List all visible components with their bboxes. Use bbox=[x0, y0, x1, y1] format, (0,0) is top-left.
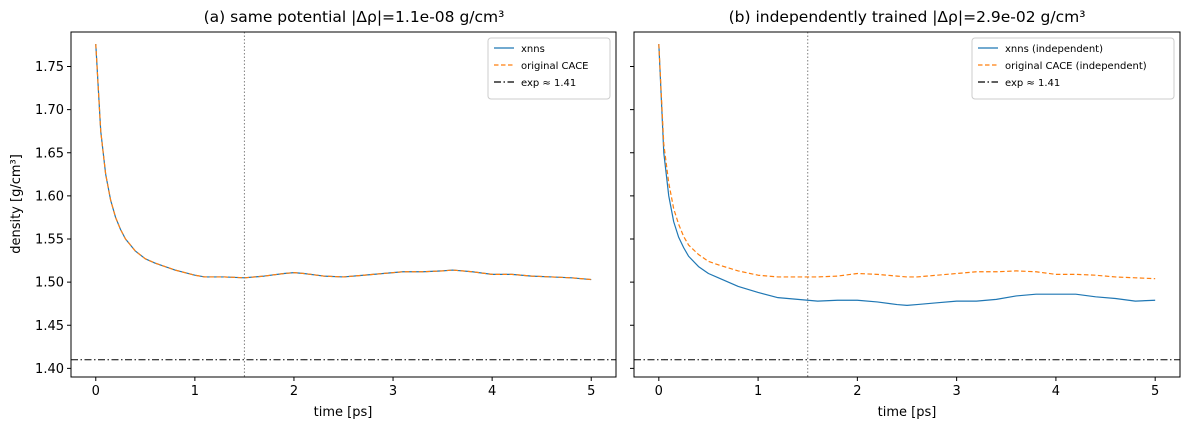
panel-b-series-original-cace-independent bbox=[658, 44, 1156, 280]
panel-b-xlabel: time [ps] bbox=[878, 405, 937, 420]
panel-a-series-group bbox=[71, 44, 616, 361]
panel-b-series-group bbox=[634, 44, 1180, 361]
panel-b-legend-box bbox=[971, 37, 1175, 100]
panel-b-legend: xnns (independent) original CACE (indepen… bbox=[971, 37, 1175, 100]
panel-b-plot: 0 1 2 3 4 5 xnns (independent) original CACE (i… bbox=[630, 31, 1181, 399]
panel-a-ytick-label: 1.55 bbox=[35, 233, 64, 248]
panel-b-legend-label: original CACE (independent) bbox=[1005, 61, 1147, 72]
panel-a-xtick-label: 3 bbox=[389, 384, 397, 399]
panel-a-legend-label: exp ≈ 1.41 bbox=[521, 78, 576, 89]
panel-b-legend-label: xnns (independent) bbox=[1005, 44, 1103, 55]
panel-a-plot: 0 1 2 3 4 5 1.40 1.45 1.50 1.55 1.60 1.65 1.70 1.75 xn… bbox=[35, 31, 617, 399]
panel-a-legend-label: xnns bbox=[521, 44, 545, 55]
panel-b-xtick-label: 4 bbox=[1052, 384, 1060, 399]
panel-b-xtick-label: 3 bbox=[952, 384, 960, 399]
panel-a-title: (a) same potential |Δρ|=1.1e-08 g/cm³ bbox=[204, 8, 505, 26]
panel-a-legend-label: original CACE bbox=[521, 61, 589, 72]
panel-b-frame bbox=[633, 31, 1181, 378]
panel-a-ytick-label: 1.65 bbox=[35, 146, 64, 161]
panel-b-xtick-label: 0 bbox=[655, 384, 663, 399]
panel-a-legend: xnns original CACE exp ≈ 1.41 bbox=[487, 37, 611, 100]
panel-a-legend-box bbox=[487, 37, 611, 100]
panel-a-ytick-label: 1.45 bbox=[35, 319, 64, 334]
panel-a-frame bbox=[70, 31, 617, 378]
panel-a-xtick-label: 1 bbox=[191, 384, 199, 399]
panel-b-series-xnns-independent bbox=[658, 44, 1156, 307]
panel-a-xtick-label: 2 bbox=[290, 384, 298, 399]
panel-a-ytick-label: 1.75 bbox=[35, 60, 64, 75]
panel-b-xtick-label: 1 bbox=[754, 384, 762, 399]
panel-a-ylabel: density [g/cm³] bbox=[9, 154, 24, 254]
panel-a-ytick-label: 1.60 bbox=[35, 189, 64, 204]
panel-b-xtick-label: 5 bbox=[1151, 384, 1159, 399]
panel-a-xtick-label: 5 bbox=[587, 384, 595, 399]
panel-a-ytick-label: 1.70 bbox=[35, 103, 64, 118]
panel-a-series-original-cace bbox=[95, 44, 592, 281]
panel-a-ytick-label: 1.50 bbox=[35, 276, 64, 291]
panel-b-xtick-label: 2 bbox=[853, 384, 861, 399]
panel-b: (b) independently trained |Δρ|=2.9e-02 g… bbox=[630, 8, 1181, 420]
panel-a-xlabel: time [ps] bbox=[314, 405, 373, 420]
panel-a-xtick-label: 4 bbox=[488, 384, 496, 399]
panel-a: (a) same potential |Δρ|=1.1e-08 g/cm³ ti… bbox=[9, 8, 617, 420]
panel-a-ytick-label: 1.40 bbox=[35, 362, 64, 377]
panel-a-xtick-label: 0 bbox=[92, 384, 100, 399]
panel-b-title: (b) independently trained |Δρ|=2.9e-02 g… bbox=[729, 8, 1086, 26]
panel-b-legend-label: exp ≈ 1.41 bbox=[1005, 78, 1060, 89]
